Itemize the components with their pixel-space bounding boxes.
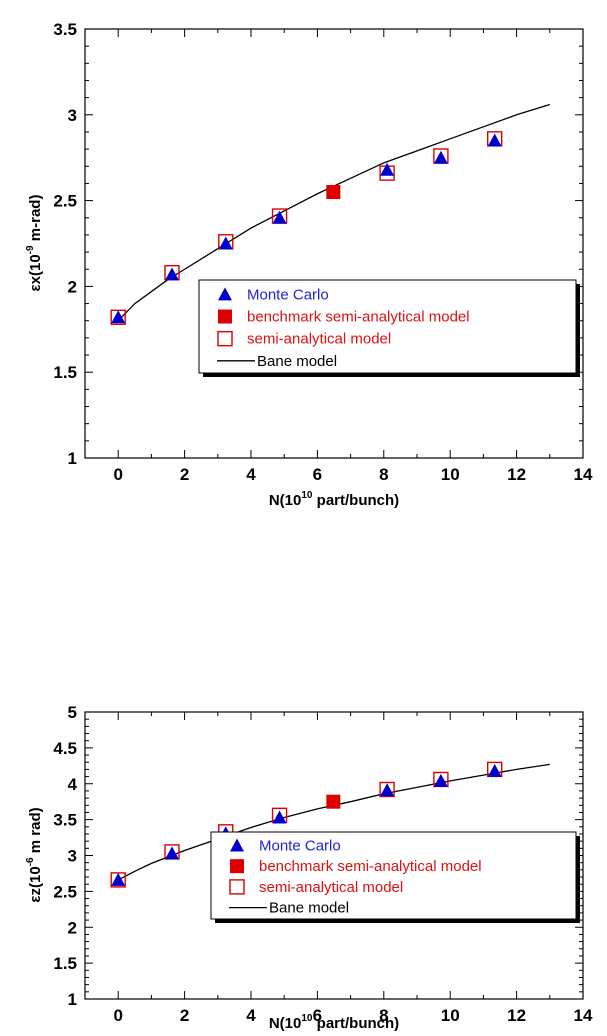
legend-marker [230,838,244,852]
y-tick-label: 1.5 [53,954,77,973]
data-point [380,162,395,176]
y-tick-label: 2.5 [53,192,77,211]
x-tick-label: 10 [441,465,460,484]
legend-label: benchmark semi-analytical model [247,309,470,326]
x-tick-label: 2 [180,1006,189,1025]
y-tick-label: 3 [68,847,77,866]
filled-square-series [326,794,341,809]
x-axis-title: N(1010 part/bunch) [269,490,399,509]
data-point [326,185,341,200]
y-tick-label: 3 [68,106,77,125]
x-tick-label: 6 [313,465,322,484]
legend: Monte Carlo benchmark semi-analytical mod… [210,831,580,923]
legend-label: Monte Carlo [259,837,341,854]
legend-marker [217,330,233,347]
data-point [487,133,502,147]
data-point [111,872,126,886]
x-axis: 0 2 4 6 8 10 12 14 [113,712,593,1025]
y-tick-label: 2 [68,918,77,937]
x-tick-label: 14 [574,465,593,484]
y-tick-label: 5 [68,703,77,722]
y-axis: 1 1.5 2 2.5 3 3.5 [53,20,583,468]
x-tick-label: 0 [113,1006,122,1025]
legend-label: semi-analytical model [259,879,403,896]
x-tick-label: 4 [246,465,256,484]
y-tick-label: 1.5 [53,363,77,382]
legend-label: benchmark semi-analytical model [259,858,482,875]
x-tick-label: 0 [113,465,122,484]
x-axis-title: N(1010 part/bunch) [269,1013,399,1032]
x-tick-label: 10 [441,1006,460,1025]
x-tick-label: 12 [507,465,526,484]
triangle-series [111,133,502,324]
data-point [111,310,126,324]
y-tick-label: 2.5 [53,882,77,901]
y-tick-label: 4 [68,775,78,794]
bane-model-line [117,103,550,322]
x-axis: 0 2 4 6 8 10 12 14 [113,29,593,484]
x-tick-label: 2 [180,465,189,484]
legend-box [210,831,577,920]
data-point [433,150,448,164]
plot-frame [84,28,584,459]
x-tick-label: 8 [379,1006,388,1025]
data-point [272,810,287,824]
legend-box [198,279,577,374]
bane-model-line [117,763,550,881]
x-tick-label: 12 [507,1006,526,1025]
data-point [272,210,287,224]
legend-label: Bane model [257,353,337,370]
y-axis-title: εx(10-9 m-rad) [25,195,44,292]
legend-marker [218,287,232,301]
data-point [164,267,179,281]
legend: Monte Carlo benchmark semi-analytical mod… [198,279,580,377]
legend-label: Bane model [269,900,349,917]
data-point [164,846,179,860]
y-axis-title: εz(10-6 m rad) [25,807,44,902]
bane-model-series [117,763,550,881]
legend-label: Monte Carlo [247,286,329,303]
legend-marker [218,309,232,324]
y-tick-label: 3.5 [53,20,77,39]
y-tick-label: 2 [68,277,77,296]
triangle-series [111,763,502,886]
data-point [433,773,448,787]
filled-square-series [326,185,341,200]
data-point [326,794,341,809]
y-tick-label: 4.5 [53,739,77,758]
legend-marker [229,879,245,895]
legend-marker [230,859,244,874]
x-tick-label: 14 [574,1006,593,1025]
data-point [487,763,502,777]
x-tick-label: 8 [379,465,388,484]
y-tick-label: 3.5 [53,811,77,830]
y-axis: 1 1.5 2 2.5 3 3.5 4 4.5 5 [53,703,583,1009]
x-tick-label: 4 [246,1006,256,1025]
x-tick-label: 6 [313,1006,322,1025]
legend-label: semi-analytical model [247,331,391,348]
y-tick-label: 1 [68,990,77,1009]
data-point [380,783,395,797]
data-point [218,236,233,250]
bane-model-series [117,103,550,322]
y-tick-label: 1 [68,449,77,468]
data-point [379,781,395,798]
